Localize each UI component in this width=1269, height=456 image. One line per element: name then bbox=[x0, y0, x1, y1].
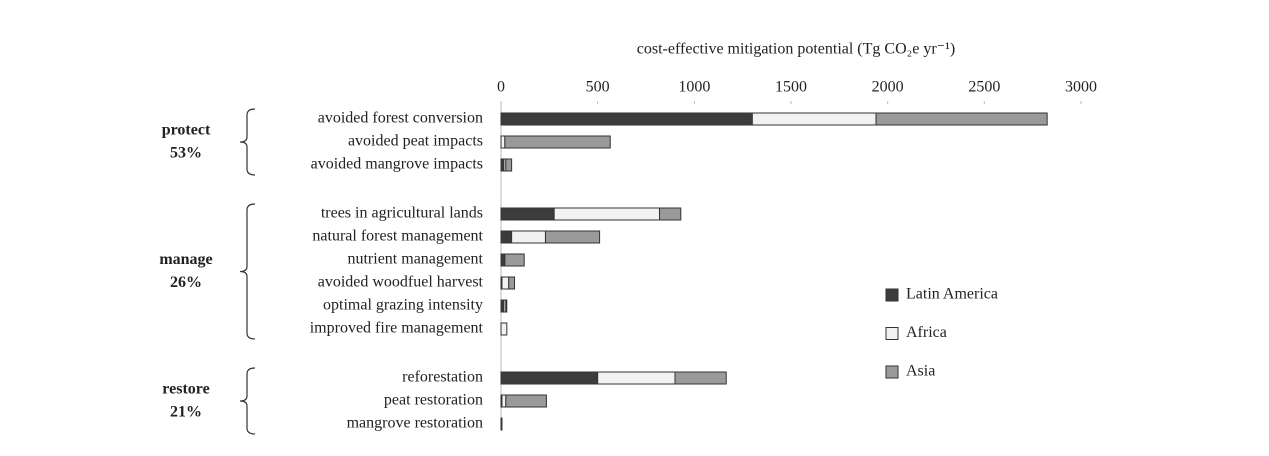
x-tick-label: 0 bbox=[497, 79, 505, 96]
x-tick-label: 3000 bbox=[1065, 79, 1097, 96]
category-label: improved fire management bbox=[310, 320, 484, 337]
bar-segment bbox=[500, 135, 506, 149]
bar-segment bbox=[504, 253, 525, 267]
bar-segment bbox=[511, 230, 546, 244]
bar-segment bbox=[504, 135, 611, 149]
group-brace bbox=[239, 367, 256, 435]
group-brace bbox=[239, 203, 256, 340]
x-axis-title: cost-effective mitigation potential (Tg … bbox=[637, 41, 955, 58]
bar-segment bbox=[500, 417, 503, 431]
category-label: mangrove restoration bbox=[347, 415, 483, 432]
category-label: avoided forest conversion bbox=[318, 110, 483, 127]
legend-swatch bbox=[885, 327, 899, 340]
bar-segment bbox=[597, 371, 676, 385]
bar-segment bbox=[500, 230, 513, 244]
bar-segment bbox=[505, 394, 547, 408]
bar-segment bbox=[544, 230, 601, 244]
category-label: reforestation bbox=[402, 369, 483, 386]
x-tick-label: 2000 bbox=[872, 79, 904, 96]
category-label: avoided woodfuel harvest bbox=[318, 274, 484, 291]
legend-swatch bbox=[885, 365, 899, 379]
x-tick-label: 1000 bbox=[678, 79, 710, 96]
group-share: 21% bbox=[170, 404, 202, 421]
legend-swatch bbox=[885, 288, 899, 302]
category-label: peat restoration bbox=[384, 392, 483, 409]
bar-segment bbox=[659, 207, 682, 221]
bar-segment bbox=[500, 371, 599, 385]
group-name: restore bbox=[162, 381, 209, 398]
group-share: 26% bbox=[170, 274, 202, 291]
bar-segment bbox=[501, 394, 507, 408]
bar-segment bbox=[508, 276, 516, 290]
legend-label: Latin America bbox=[906, 286, 998, 303]
group-brace bbox=[239, 108, 256, 176]
category-label: avoided mangrove impacts bbox=[311, 156, 483, 173]
x-tick-label: 2500 bbox=[968, 79, 1000, 96]
legend-label: Asia bbox=[906, 363, 935, 380]
x-tick-label: 500 bbox=[586, 79, 610, 96]
group-name: protect bbox=[162, 122, 211, 139]
bar-segment bbox=[501, 276, 510, 290]
bar-segment bbox=[500, 207, 555, 221]
bar-segment bbox=[875, 112, 1048, 126]
category-label: trees in agricultural lands bbox=[321, 205, 483, 222]
category-label: nutrient management bbox=[347, 251, 483, 268]
bar-segment bbox=[553, 207, 661, 221]
bar-segment bbox=[500, 322, 508, 336]
bar-segment bbox=[500, 112, 753, 126]
bar-segment bbox=[500, 253, 506, 267]
legend-label: Africa bbox=[906, 324, 947, 341]
group-name: manage bbox=[159, 251, 212, 268]
category-label: optimal grazing intensity bbox=[323, 297, 483, 314]
bar-segment bbox=[505, 299, 508, 313]
group-share: 53% bbox=[170, 145, 202, 162]
category-label: natural forest management bbox=[312, 228, 483, 245]
x-tick-label: 1500 bbox=[775, 79, 807, 96]
bar-segment bbox=[674, 371, 727, 385]
bar-segment bbox=[505, 158, 513, 172]
bar-segment bbox=[751, 112, 877, 126]
category-label: avoided peat impacts bbox=[348, 133, 483, 150]
